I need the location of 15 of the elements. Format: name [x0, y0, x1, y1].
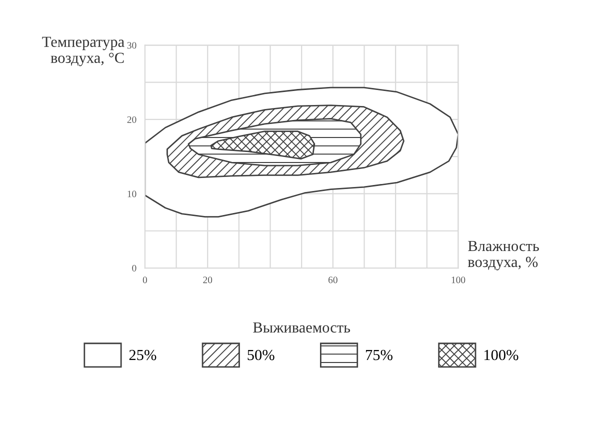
legend-title: Выживаемость	[253, 322, 350, 333]
legend-label: 75%	[366, 350, 392, 360]
y-tick-label: 10	[128, 190, 136, 198]
x-axis-title: Влажность воздуха, %	[468, 240, 539, 270]
legend-label: 50%	[248, 350, 274, 360]
y-tick-label: 30	[127, 42, 136, 49]
x-tick-label: 100	[452, 276, 466, 284]
x-tick-label: 20	[203, 276, 212, 284]
y-tick-label: 20	[127, 116, 136, 123]
legend-label: 25%	[129, 350, 156, 360]
x-tick-label: 60	[328, 276, 338, 284]
y-axis-title: Температура воздуха, °С	[42, 36, 124, 66]
legend-label: 100%	[484, 350, 518, 360]
y-tick-label: 0	[132, 264, 136, 272]
x-tick-label: 0	[142, 276, 148, 284]
